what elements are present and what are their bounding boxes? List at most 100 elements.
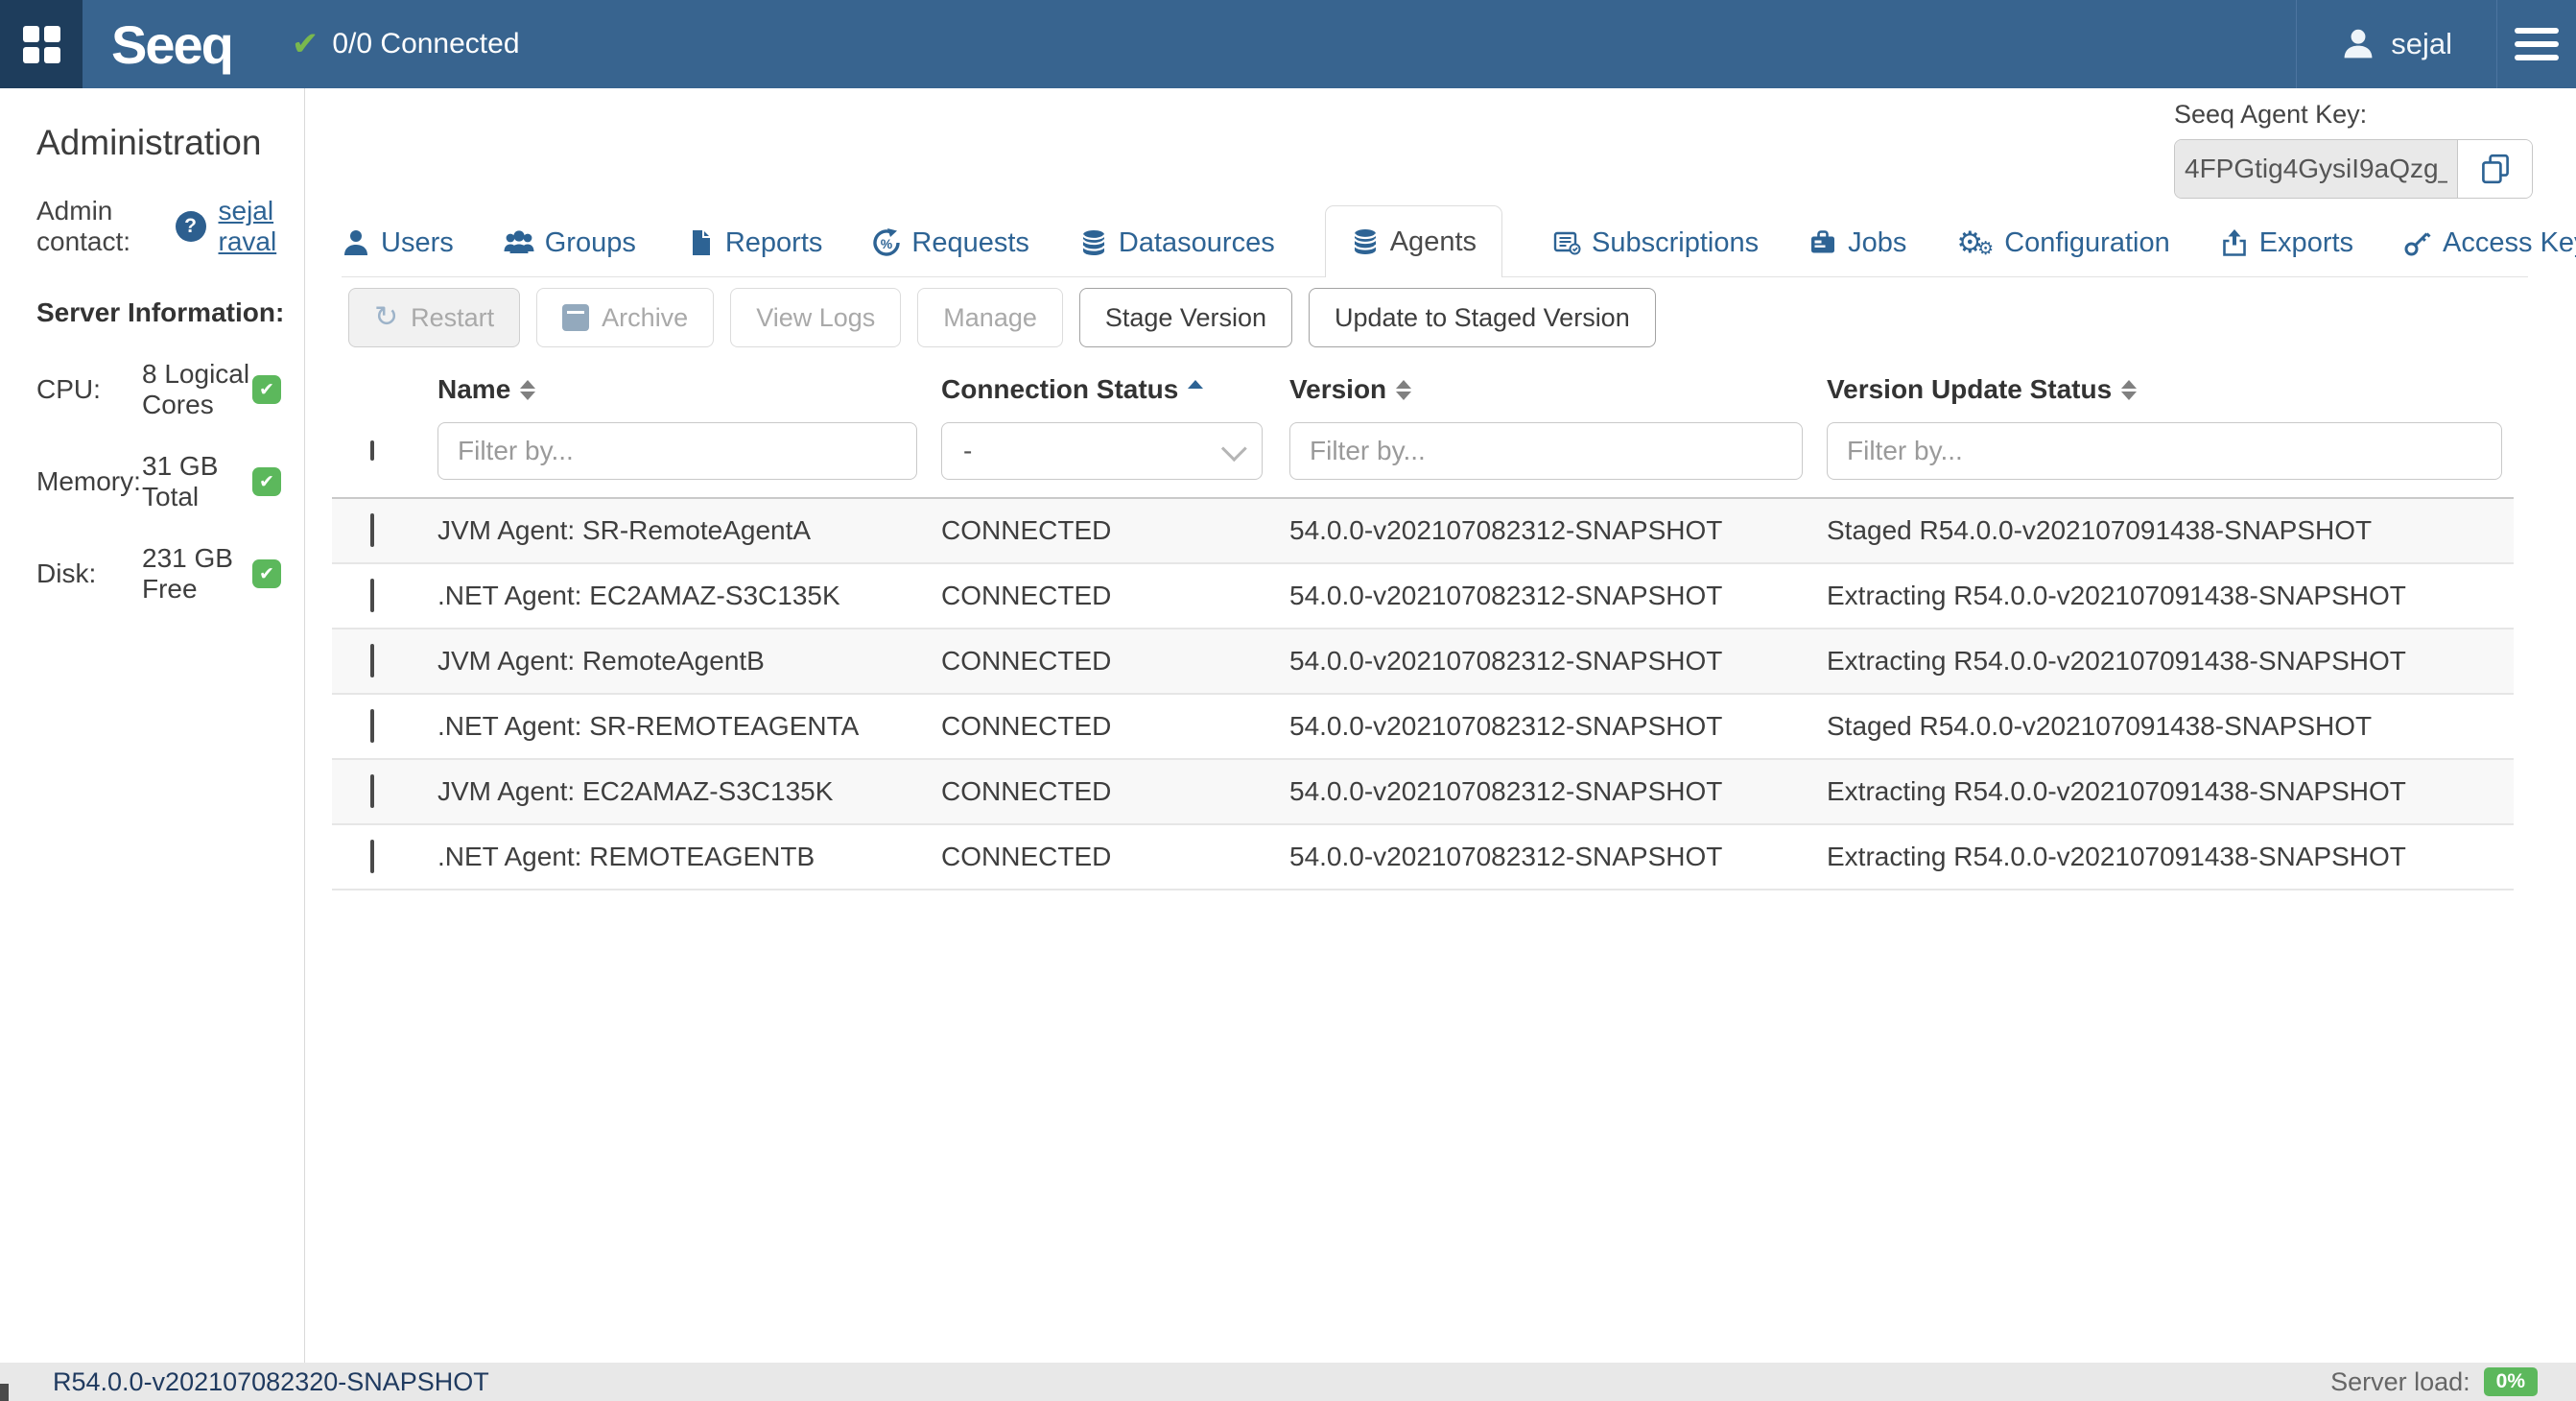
copy-agent-key-button[interactable]: [2457, 140, 2532, 198]
row-checkbox[interactable]: [370, 840, 374, 873]
agent-name: JVM Agent: EC2AMAZ-S3C135K: [437, 776, 941, 807]
column-header-version-update-status[interactable]: Version Update Status: [1827, 374, 2514, 405]
server-info-heading: Server Information:: [36, 297, 304, 328]
export-icon: [2220, 228, 2249, 257]
subscriptions-icon: [1552, 228, 1581, 257]
tab-label: Users: [381, 227, 454, 259]
manage-button[interactable]: Manage: [917, 288, 1063, 347]
memory-stat-row: Memory: 31 GB Total ✔: [36, 451, 304, 512]
table-row[interactable]: JVM Agent: SR-RemoteAgentA CONNECTED 54.…: [332, 499, 2514, 564]
tab-users[interactable]: Users: [342, 227, 454, 259]
table-row[interactable]: .NET Agent: EC2AMAZ-S3C135K CONNECTED 54…: [332, 564, 2514, 629]
tab-jobs[interactable]: Jobs: [1808, 227, 1906, 259]
check-icon: ✔: [292, 28, 319, 60]
server-info-panel: Administration Admin contact: ? sejal ra…: [0, 88, 305, 1363]
connection-status-filter-select[interactable]: -: [941, 422, 1263, 480]
row-checkbox[interactable]: [370, 774, 374, 808]
copy-icon: [2478, 152, 2513, 186]
report-file-icon: [686, 228, 715, 257]
table-row[interactable]: JVM Agent: RemoteAgentB CONNECTED 54.0.0…: [332, 629, 2514, 695]
admin-contact-link[interactable]: sejal raval: [219, 196, 305, 257]
app-grid-button[interactable]: [0, 0, 83, 88]
server-load-label: Server load:: [2330, 1367, 2470, 1397]
archive-button[interactable]: Archive: [536, 288, 714, 347]
column-label: Name: [437, 374, 510, 405]
version-filter-input[interactable]: [1289, 422, 1803, 480]
main-menu-button[interactable]: [2496, 0, 2576, 88]
version-update-status-filter-input[interactable]: [1827, 422, 2502, 480]
agent-key-block: Seeq Agent Key:: [2174, 100, 2533, 199]
tab-groups[interactable]: Groups: [504, 227, 636, 259]
status-bar: R54.0.0-v202107082320-SNAPSHOT Server lo…: [0, 1363, 2576, 1401]
tab-subscriptions[interactable]: Subscriptions: [1552, 227, 1759, 259]
agent-key-group: [2174, 139, 2533, 199]
column-label: Connection Status: [941, 374, 1178, 405]
row-checkbox[interactable]: [370, 709, 374, 743]
agent-key-input[interactable]: [2175, 140, 2457, 198]
agent-name: .NET Agent: REMOTEAGENTB: [437, 842, 941, 872]
agent-status: CONNECTED: [941, 581, 1289, 611]
table-header-row: Name Connection Status Version Version U…: [332, 365, 2514, 415]
help-question-icon[interactable]: ?: [176, 211, 206, 242]
update-to-staged-version-button[interactable]: Update to Staged Version: [1309, 288, 1656, 347]
tab-reports[interactable]: Reports: [686, 227, 823, 259]
tab-label: Requests: [911, 227, 1029, 259]
tab-label: Datasources: [1119, 227, 1275, 259]
tab-datasources[interactable]: Datasources: [1079, 227, 1275, 259]
tab-configuration[interactable]: ⚙⚙ Configuration: [1956, 227, 2169, 259]
table-row[interactable]: .NET Agent: REMOTEAGENTB CONNECTED 54.0.…: [332, 825, 2514, 890]
table-row[interactable]: JVM Agent: EC2AMAZ-S3C135K CONNECTED 54.…: [332, 760, 2514, 825]
disk-ok-icon: ✔: [252, 559, 281, 588]
name-filter-input[interactable]: [437, 422, 917, 480]
column-header-connection-status[interactable]: Connection Status: [941, 374, 1289, 405]
stage-version-button[interactable]: Stage Version: [1079, 288, 1292, 347]
manage-label: Manage: [943, 303, 1037, 333]
tab-label: Jobs: [1848, 227, 1906, 259]
chevron-down-icon: [1221, 436, 1247, 462]
briefcase-icon: [1808, 228, 1837, 257]
view-logs-button[interactable]: View Logs: [730, 288, 901, 347]
svg-text:%: %: [881, 236, 893, 251]
restart-button[interactable]: ↻ Restart: [348, 288, 520, 347]
disk-label: Disk:: [36, 558, 142, 589]
row-checkbox[interactable]: [370, 579, 374, 612]
agent-status: CONNECTED: [941, 842, 1289, 872]
column-label: Version Update Status: [1827, 374, 2112, 405]
agent-name: JVM Agent: SR-RemoteAgentA: [437, 515, 941, 546]
restart-label: Restart: [411, 303, 494, 333]
top-bar: Seeq ✔ 0/0 Connected sejal: [0, 0, 2576, 88]
column-header-version[interactable]: Version: [1289, 374, 1827, 405]
table-row[interactable]: .NET Agent: SR-REMOTEAGENTA CONNECTED 54…: [332, 695, 2514, 760]
agent-version: 54.0.0-v202107082312-SNAPSHOT: [1289, 711, 1827, 742]
key-icon: [2403, 228, 2432, 257]
tab-label: Reports: [725, 227, 823, 259]
view-logs-label: View Logs: [756, 303, 875, 333]
user-menu[interactable]: sejal: [2296, 0, 2496, 88]
row-checkbox[interactable]: [370, 644, 374, 677]
tab-exports[interactable]: Exports: [2220, 227, 2353, 259]
tab-agents[interactable]: Agents: [1325, 205, 1502, 277]
hamburger-icon: [2515, 28, 2559, 60]
main-area: Administration Admin contact: ? sejal ra…: [0, 88, 2576, 1363]
column-header-name[interactable]: Name: [437, 374, 941, 405]
agent-name: .NET Agent: SR-REMOTEAGENTA: [437, 711, 941, 742]
tab-label: Subscriptions: [1592, 227, 1759, 259]
select-all-checkbox[interactable]: [370, 440, 374, 461]
gears-icon: ⚙⚙: [1956, 228, 1994, 258]
tab-requests[interactable]: % Requests: [872, 227, 1029, 259]
tab-access-keys[interactable]: Access Keys: [2403, 227, 2576, 259]
memory-value: 31 GB Total: [142, 451, 252, 512]
column-label: Version: [1289, 374, 1386, 405]
connection-status: ✔ 0/0 Connected: [292, 28, 520, 60]
agents-toolbar: ↻ Restart Archive View Logs Manage Stage…: [348, 288, 1656, 347]
sort-icon: [520, 380, 535, 400]
agent-status: CONNECTED: [941, 646, 1289, 677]
database-icon: [1351, 227, 1380, 256]
agent-name: .NET Agent: EC2AMAZ-S3C135K: [437, 581, 941, 611]
database-icon: [1079, 228, 1108, 257]
stage-version-label: Stage Version: [1105, 303, 1266, 333]
row-checkbox[interactable]: [370, 513, 374, 547]
memory-ok-icon: ✔: [252, 467, 281, 496]
tab-label: Agents: [1390, 226, 1477, 258]
restart-icon: ↻: [374, 303, 398, 332]
